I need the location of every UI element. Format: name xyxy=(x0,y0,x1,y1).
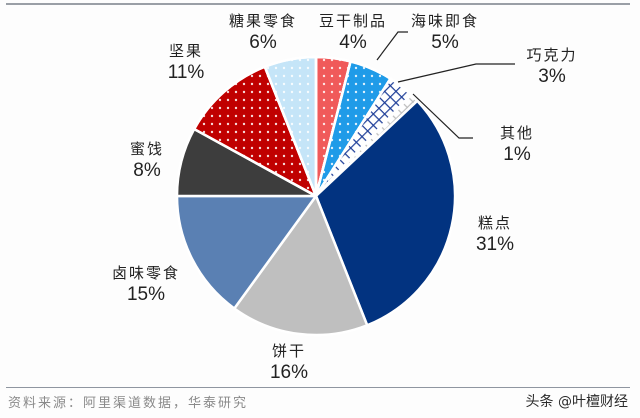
label-name: 海味即食 xyxy=(410,12,479,30)
label-gaodian: 糕点 31% xyxy=(460,212,530,256)
label-pct: 1% xyxy=(503,144,531,165)
label-pct: 11% xyxy=(167,62,205,83)
pie-slice xyxy=(175,194,319,311)
label-name: 卤味零食 xyxy=(111,264,180,282)
label-mijian: 蜜饯 8% xyxy=(112,138,182,182)
leader-lines xyxy=(376,31,515,139)
label-luwei: 卤味零食 15% xyxy=(96,262,196,306)
label-haiweijishi: 海味即食 5% xyxy=(400,10,490,54)
label-pct: 4% xyxy=(339,32,367,53)
pie-slice-pattern xyxy=(192,65,319,199)
label-pct: 5% xyxy=(431,32,459,53)
label-qiaokeli: 巧克力 3% xyxy=(512,44,592,88)
top-rule xyxy=(6,3,630,5)
leader-line-qita xyxy=(412,93,473,139)
label-qita: 其他 1% xyxy=(482,122,552,166)
leader-line-qiaokeli xyxy=(397,63,515,83)
pie-slice xyxy=(232,193,369,337)
label-pct: 6% xyxy=(249,32,277,53)
label-pct: 15% xyxy=(126,284,166,305)
watermark: 头条 @叶檀财经 xyxy=(525,394,628,410)
label-tangguo: 糖果零食 6% xyxy=(218,10,308,54)
bottom-rule xyxy=(6,387,630,388)
label-douganzhipin: 豆干制品 4% xyxy=(308,10,398,54)
label-name: 巧克力 xyxy=(526,46,578,64)
label-pct: 8% xyxy=(133,160,161,181)
label-pct: 3% xyxy=(538,66,566,87)
label-name: 其他 xyxy=(499,124,534,142)
label-name: 饼干 xyxy=(271,342,306,360)
label-binggan: 饼干 16% xyxy=(254,340,324,384)
label-pct: 31% xyxy=(475,234,515,255)
source-note: 资料来源：阿里渠道数据，华泰研究 xyxy=(8,396,249,411)
leader-line-haiwei xyxy=(376,31,408,61)
label-name: 糖果零食 xyxy=(228,12,297,30)
pie-slice xyxy=(314,99,457,327)
label-name: 蜜饯 xyxy=(129,140,164,158)
pie-slices xyxy=(175,55,457,337)
pie-slice-pattern xyxy=(263,55,318,197)
label-pct: 16% xyxy=(269,362,309,383)
label-name: 糕点 xyxy=(477,214,512,232)
label-name: 豆干制品 xyxy=(318,12,387,30)
label-name: 坚果 xyxy=(168,42,203,60)
label-jianguo: 坚果 11% xyxy=(156,40,216,84)
